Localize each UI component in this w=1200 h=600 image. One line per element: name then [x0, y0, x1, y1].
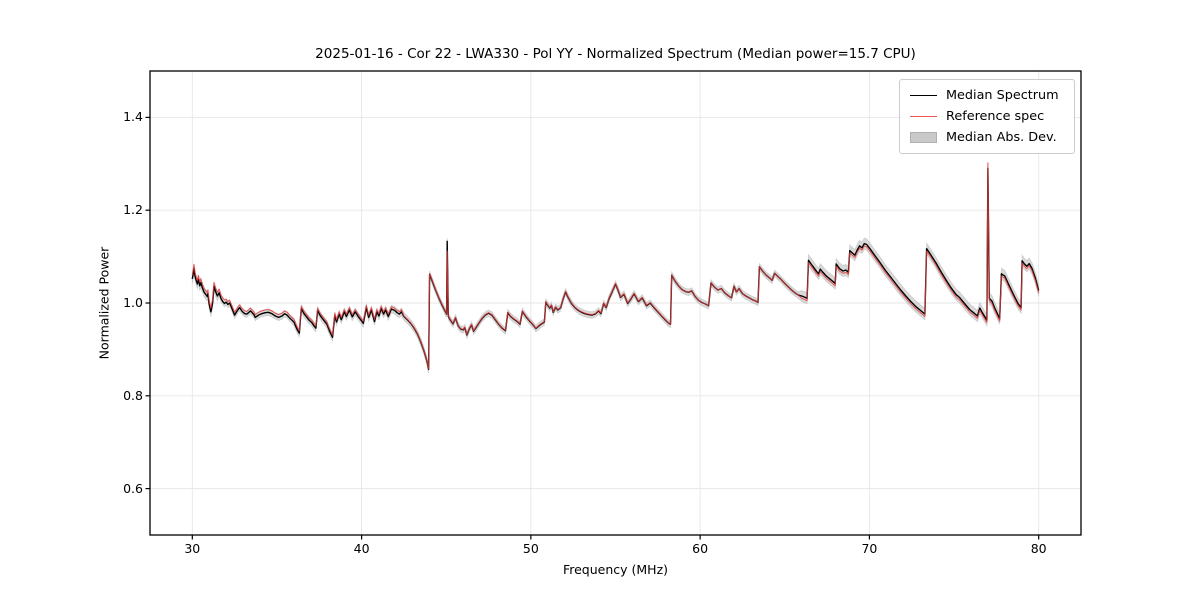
- x-tick-label-30: 30: [184, 541, 201, 556]
- mad-band: [191, 162, 1040, 374]
- y-tick-label-1.2: 1.2: [123, 202, 143, 218]
- y-tick-label-0.8: 0.8: [123, 387, 143, 403]
- legend-item-median-spectrum: Median Spectrum: [910, 88, 1064, 103]
- legend-item-median-abs-dev: Median Abs. Dev.: [910, 130, 1064, 145]
- median-spectrum-line: [191, 167, 1040, 371]
- legend-line-swatch-median: [910, 95, 937, 96]
- x-axis-label: Frequency (MHz): [562, 562, 669, 577]
- x-tick-label-80: 80: [1030, 541, 1047, 556]
- x-tick-label-40: 40: [353, 541, 370, 556]
- legend-patch-swatch-mad: [910, 132, 937, 143]
- legend-label-mad: Median Abs. Dev.: [946, 130, 1057, 145]
- x-tick-label-70: 70: [861, 541, 878, 556]
- legend: Median Spectrum Reference spec Median Ab…: [899, 79, 1075, 154]
- legend-item-reference-spec: Reference spec: [910, 109, 1064, 124]
- x-tick-label-60: 60: [692, 541, 709, 556]
- reference-spec-line: [191, 162, 1040, 370]
- chart-title: 2025-01-16 - Cor 22 - LWA330 - Pol YY - …: [315, 46, 916, 62]
- legend-line-swatch-reference: [910, 116, 937, 117]
- y-tick-label-1: 1.0: [123, 295, 143, 310]
- y-tick-label-0.6: 0.6: [123, 480, 143, 496]
- legend-label-median: Median Spectrum: [946, 88, 1059, 103]
- legend-label-reference: Reference spec: [946, 109, 1045, 124]
- x-tick-label-50: 50: [522, 541, 539, 556]
- y-tick-label-1.4: 1.4: [123, 109, 143, 125]
